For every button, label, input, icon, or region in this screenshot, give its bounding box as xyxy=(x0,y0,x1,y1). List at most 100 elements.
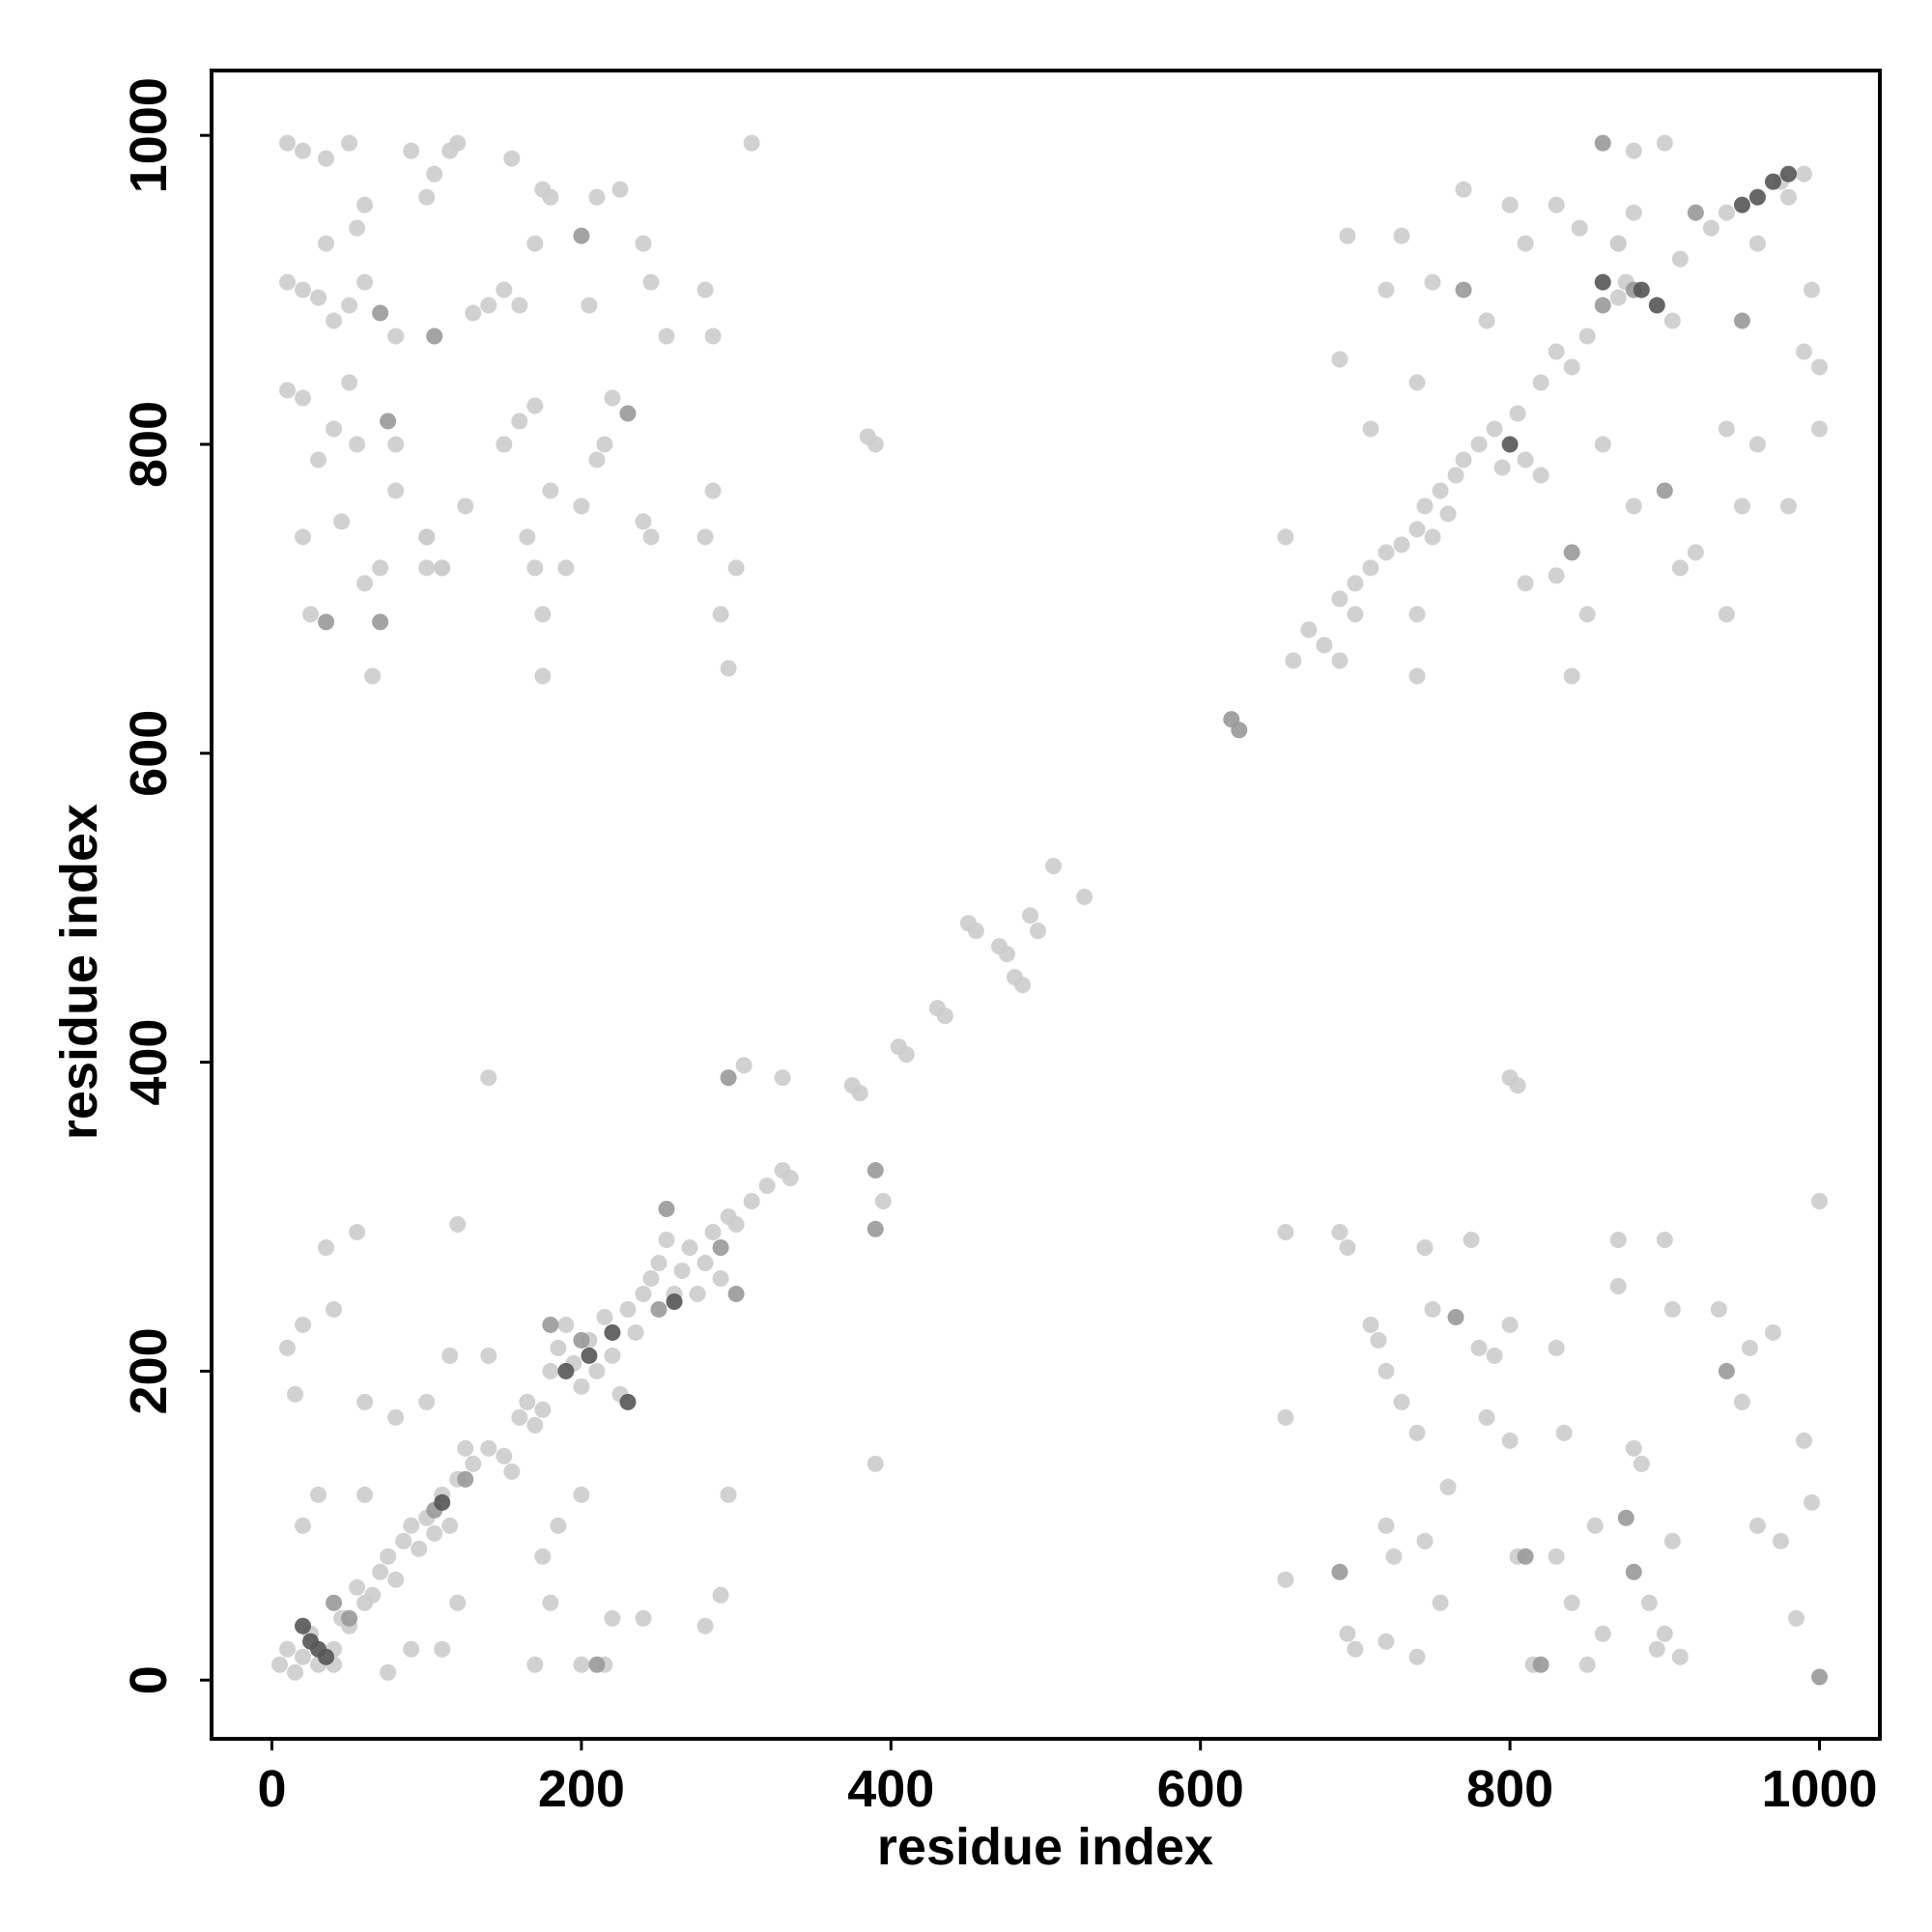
scatter-point xyxy=(1339,1238,1356,1256)
scatter-point xyxy=(573,227,590,244)
scatter-point xyxy=(403,142,420,159)
scatter-point xyxy=(1408,521,1426,538)
scatter-point xyxy=(1517,235,1534,252)
scatter-point xyxy=(1548,567,1565,584)
scatter-point xyxy=(1424,528,1441,546)
scatter-point xyxy=(658,1231,675,1248)
scatter-point xyxy=(1393,536,1410,554)
scatter-point xyxy=(1640,1594,1658,1611)
scatter-point xyxy=(1741,1339,1758,1356)
scatter-point xyxy=(998,946,1015,963)
scatter-point xyxy=(426,327,443,345)
scatter-point xyxy=(743,134,760,152)
scatter-point xyxy=(349,1224,366,1241)
scatter-point xyxy=(1393,1393,1410,1410)
scatter-point xyxy=(1378,1517,1395,1534)
scatter-point xyxy=(758,1178,776,1195)
scatter-point xyxy=(542,1316,559,1333)
scatter-point xyxy=(867,436,884,453)
scatter-point xyxy=(1439,505,1457,523)
scatter-point xyxy=(1378,281,1395,298)
scatter-point xyxy=(349,219,366,237)
scatter-point xyxy=(1509,1077,1526,1094)
scatter-point xyxy=(496,436,513,453)
scatter-point xyxy=(1718,204,1735,221)
scatter-point xyxy=(1517,575,1534,592)
scatter-point xyxy=(1804,1493,1821,1511)
scatter-point xyxy=(1378,544,1395,561)
scatter-point xyxy=(1424,273,1441,291)
scatter-point xyxy=(696,528,714,546)
scatter-point xyxy=(1416,1238,1434,1256)
scatter-point xyxy=(364,668,382,685)
scatter-point xyxy=(270,1656,288,1673)
scatter-point xyxy=(356,273,374,291)
scatter-point xyxy=(696,1617,714,1634)
scatter-point xyxy=(534,1401,552,1418)
scatter-point xyxy=(1408,374,1426,391)
scatter-point xyxy=(557,1362,575,1379)
scatter-point xyxy=(1231,722,1248,739)
scatter-point xyxy=(1671,1648,1689,1665)
y-tick-label: 600 xyxy=(120,710,178,797)
scatter-point xyxy=(1748,188,1766,206)
scatter-point xyxy=(1532,374,1549,391)
scatter-point xyxy=(295,142,312,159)
scatter-point xyxy=(526,397,544,414)
scatter-point xyxy=(318,613,335,631)
scatter-point xyxy=(1300,621,1318,639)
scatter-point xyxy=(457,1439,474,1457)
scatter-point xyxy=(867,1455,884,1472)
scatter-point xyxy=(1045,858,1063,875)
scatter-point xyxy=(712,1586,729,1604)
scatter-point xyxy=(411,1540,428,1557)
scatter-point xyxy=(727,1285,745,1302)
scatter-point xyxy=(1455,181,1472,198)
scatter-point xyxy=(619,405,637,422)
scatter-point xyxy=(434,1640,451,1658)
scatter-point xyxy=(1447,1308,1464,1325)
scatter-point xyxy=(295,528,312,546)
scatter-point xyxy=(1408,1648,1426,1665)
scatter-point xyxy=(326,1594,343,1611)
plot-frame xyxy=(210,69,1882,1741)
scatter-point xyxy=(1509,405,1526,422)
scatter-point xyxy=(1013,977,1031,994)
scatter-point xyxy=(326,312,343,329)
scatter-point xyxy=(874,1193,892,1210)
scatter-point xyxy=(635,1609,652,1627)
scatter-point xyxy=(279,1640,296,1658)
scatter-point xyxy=(295,389,312,407)
scatter-point xyxy=(1555,1424,1573,1441)
scatter-point xyxy=(1439,1478,1457,1495)
scatter-point xyxy=(720,1486,737,1503)
scatter-point xyxy=(851,1085,868,1102)
scatter-point xyxy=(1625,1439,1642,1457)
scatter-point xyxy=(1548,1339,1565,1356)
scatter-point xyxy=(781,1170,799,1187)
scatter-point xyxy=(1548,196,1565,213)
scatter-point xyxy=(1594,134,1611,152)
scatter-point xyxy=(318,1238,335,1256)
y-tick-label: 200 xyxy=(120,1327,178,1414)
scatter-point xyxy=(1416,1532,1434,1549)
scatter-point xyxy=(1331,351,1349,368)
scatter-point xyxy=(480,1439,497,1457)
scatter-point xyxy=(1764,173,1781,190)
scatter-point xyxy=(526,1656,544,1673)
scatter-point xyxy=(341,297,358,314)
scatter-point xyxy=(635,1285,652,1302)
scatter-point xyxy=(1748,1517,1766,1534)
scatter-point xyxy=(1656,1231,1673,1248)
scatter-point xyxy=(542,188,559,206)
scatter-point xyxy=(1609,289,1627,306)
scatter-point xyxy=(1710,1300,1727,1318)
scatter-point xyxy=(1501,436,1519,453)
scatter-point xyxy=(426,1524,443,1542)
scatter-point xyxy=(356,1486,374,1503)
scatter-point xyxy=(496,1447,513,1464)
scatter-point xyxy=(380,1548,397,1565)
scatter-point xyxy=(356,575,374,592)
scatter-point xyxy=(550,1517,567,1534)
scatter-point xyxy=(1370,1331,1387,1349)
